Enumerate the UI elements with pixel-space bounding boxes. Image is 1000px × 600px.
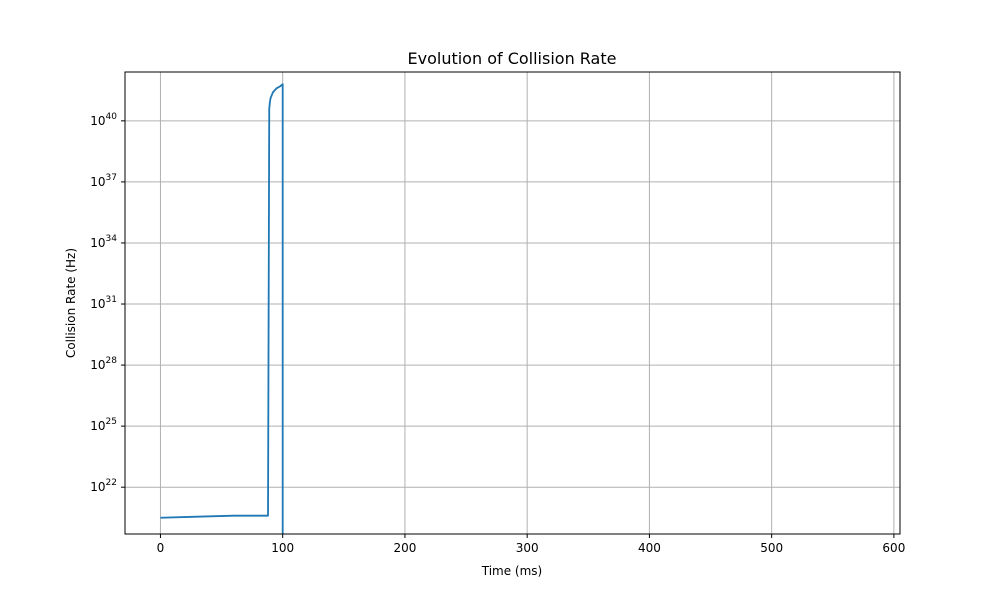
y-tick-label: 1037	[90, 173, 117, 189]
y-tick-label: 1031	[90, 295, 117, 311]
y-tick-label: 1040	[90, 112, 117, 128]
x-tick-label: 0	[157, 541, 165, 555]
series-layer	[160, 83, 284, 534]
y-tick-label: 1028	[90, 356, 117, 372]
x-tick-label: 200	[393, 541, 416, 555]
x-tick-label: 600	[882, 541, 905, 555]
x-tick-label: 400	[638, 541, 661, 555]
grid-lines	[125, 72, 900, 534]
axis-ticks: 0 100 200 300 400 500 600 1022 1025 1028 1031 1034 1…	[90, 112, 905, 555]
chart-title: Evolution of Collision Rate	[408, 49, 617, 68]
plot-frame	[124, 71, 901, 535]
y-tick-label: 1034	[90, 234, 117, 250]
y-tick-label: 1022	[90, 478, 117, 494]
y-tick-label: 1025	[90, 417, 117, 433]
x-tick-label: 300	[516, 541, 539, 555]
x-axis-label: Time (ms)	[481, 564, 543, 578]
x-tick-label: 500	[760, 541, 783, 555]
series-line	[160, 83, 284, 534]
y-axis-label: Collision Rate (Hz)	[64, 248, 78, 358]
x-tick-label: 100	[271, 541, 294, 555]
